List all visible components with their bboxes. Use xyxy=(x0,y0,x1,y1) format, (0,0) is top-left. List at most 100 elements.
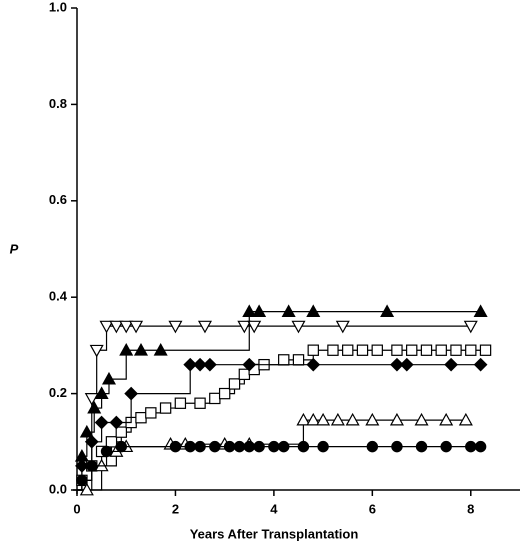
marker xyxy=(291,320,306,334)
marker xyxy=(89,344,104,358)
marker xyxy=(366,440,379,453)
marker xyxy=(243,440,255,453)
y-axis-label: P xyxy=(10,241,19,256)
marker xyxy=(194,440,206,453)
marker xyxy=(203,357,217,372)
step-line xyxy=(77,364,481,491)
marker xyxy=(252,304,267,318)
marker xyxy=(335,320,350,334)
marker xyxy=(174,397,187,409)
marker xyxy=(296,412,311,426)
marker xyxy=(153,342,168,356)
marker xyxy=(86,460,98,472)
marker xyxy=(99,320,114,334)
marker xyxy=(94,415,109,430)
marker xyxy=(342,344,354,356)
marker xyxy=(133,342,149,356)
marker xyxy=(115,440,128,453)
marker xyxy=(100,445,113,458)
marker xyxy=(380,304,395,318)
marker xyxy=(465,440,477,453)
marker xyxy=(159,402,172,414)
marker xyxy=(465,344,477,356)
marker xyxy=(228,378,241,390)
marker xyxy=(278,440,290,453)
marker xyxy=(317,440,329,453)
marker xyxy=(306,304,321,318)
marker xyxy=(474,440,487,453)
marker xyxy=(444,357,458,372)
marker xyxy=(439,412,454,426)
marker xyxy=(356,344,369,356)
marker xyxy=(223,440,236,453)
marker xyxy=(135,412,147,424)
marker xyxy=(278,354,290,366)
marker xyxy=(391,344,403,356)
marker xyxy=(105,436,118,448)
x-tick-label: 0 xyxy=(73,501,80,516)
marker xyxy=(79,424,94,438)
marker xyxy=(435,344,447,356)
marker xyxy=(242,357,257,372)
marker xyxy=(75,459,89,473)
marker xyxy=(473,357,488,372)
marker xyxy=(238,368,251,381)
marker xyxy=(281,304,296,318)
marker xyxy=(79,482,94,496)
marker xyxy=(330,412,345,426)
marker xyxy=(371,344,383,356)
marker xyxy=(193,357,207,372)
marker xyxy=(292,354,305,366)
x-tick-label: 8 xyxy=(467,501,474,516)
y-tick-label: 0.6 xyxy=(49,192,67,207)
marker xyxy=(253,440,265,453)
marker xyxy=(297,440,310,453)
marker xyxy=(391,440,403,453)
x-tick-label: 2 xyxy=(172,501,179,516)
marker xyxy=(169,440,182,453)
marker xyxy=(327,344,339,356)
marker xyxy=(194,397,206,409)
marker xyxy=(129,320,144,334)
x-axis-label: Years After Transplantation xyxy=(190,526,359,541)
marker xyxy=(268,440,280,453)
marker xyxy=(414,412,429,426)
marker xyxy=(420,344,433,356)
marker xyxy=(84,393,99,406)
marker xyxy=(237,320,252,334)
marker xyxy=(209,440,221,453)
marker xyxy=(184,440,196,453)
marker xyxy=(479,344,492,356)
marker xyxy=(316,412,331,426)
marker xyxy=(247,320,262,334)
marker xyxy=(450,344,462,356)
marker xyxy=(87,400,102,414)
step-line xyxy=(77,419,466,491)
marker xyxy=(109,415,124,430)
marker xyxy=(399,357,414,372)
y-tick-label: 1.0 xyxy=(49,0,67,14)
y-tick-label: 0.4 xyxy=(49,289,68,304)
marker xyxy=(365,412,380,426)
x-tick-label: 4 xyxy=(270,501,278,516)
marker xyxy=(440,440,452,453)
marker xyxy=(124,386,138,401)
marker xyxy=(209,392,221,405)
marker xyxy=(306,357,321,372)
marker xyxy=(109,320,124,334)
marker xyxy=(233,440,246,453)
marker xyxy=(463,320,478,334)
marker xyxy=(101,371,117,385)
marker xyxy=(345,412,360,426)
marker xyxy=(307,344,319,356)
marker xyxy=(168,320,183,334)
marker xyxy=(218,387,231,400)
marker xyxy=(119,320,134,334)
x-tick-label: 6 xyxy=(369,501,376,516)
marker xyxy=(306,412,321,426)
y-tick-label: 0.8 xyxy=(49,96,67,111)
marker xyxy=(183,357,198,372)
marker xyxy=(197,320,212,334)
marker xyxy=(76,474,88,487)
marker xyxy=(242,304,257,318)
